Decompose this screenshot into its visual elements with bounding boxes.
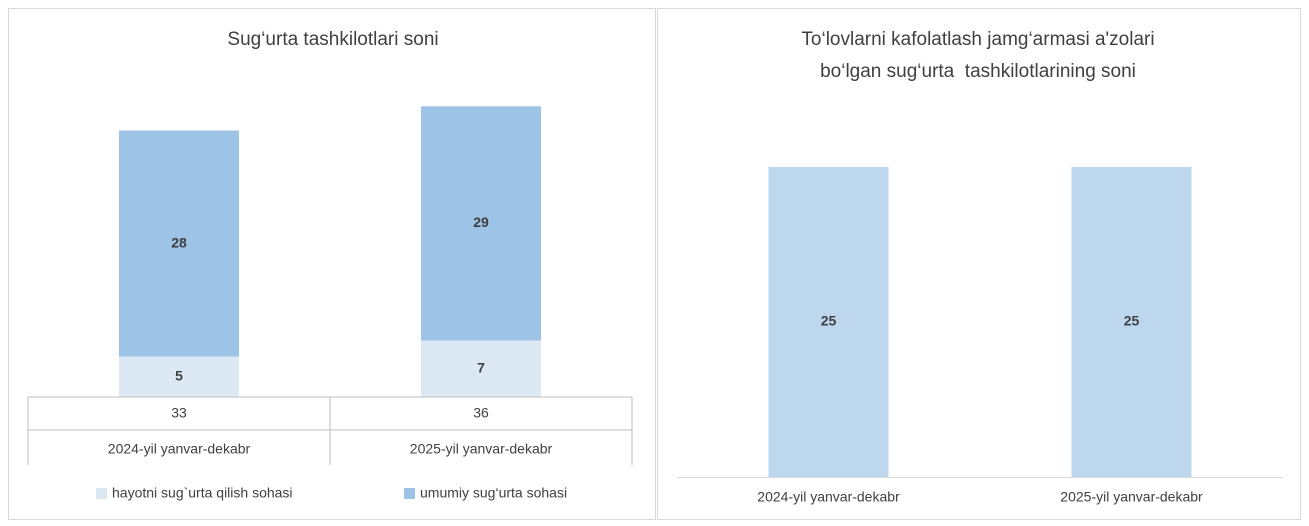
total-label: 36 <box>473 405 489 421</box>
legend-swatch <box>404 488 415 499</box>
bar-segment <box>119 130 239 357</box>
legend-label: hayotni sug`urta qilish sohasi <box>112 485 293 501</box>
chart-title: bo‘lgan sug‘urta tashkilotlarining soni <box>820 61 1136 82</box>
bar-segment <box>119 356 239 397</box>
bar-segment <box>421 106 541 341</box>
left-panel <box>8 8 656 520</box>
data-label: 7 <box>477 359 485 375</box>
legend-label: umumiy sug‘urta sohasi <box>420 485 567 501</box>
bar-segment <box>421 340 541 397</box>
x-tick-label: 2025-yil yanvar-dekabr <box>1060 489 1203 505</box>
x-tick-label: 2025-yil yanvar-dekabr <box>410 441 553 457</box>
data-label: 25 <box>1124 313 1140 329</box>
chart-title: To‘lovlarni kafolatlash jamg‘armasi a'zo… <box>801 29 1154 50</box>
data-label: 25 <box>821 313 837 329</box>
chart-title: Sug‘urta tashkilotlari soni <box>227 29 438 50</box>
x-tick-label: 2024-yil yanvar-dekabr <box>757 489 900 505</box>
bar <box>768 167 889 477</box>
data-table <box>27 396 633 465</box>
data-label: 29 <box>473 214 489 230</box>
total-label: 33 <box>171 405 187 421</box>
bar <box>1071 167 1192 477</box>
data-label: 5 <box>175 368 183 384</box>
data-label: 28 <box>171 234 187 250</box>
right-panel <box>657 8 1301 520</box>
legend-swatch <box>96 488 107 499</box>
x-tick-label: 2024-yil yanvar-dekabr <box>108 441 251 457</box>
